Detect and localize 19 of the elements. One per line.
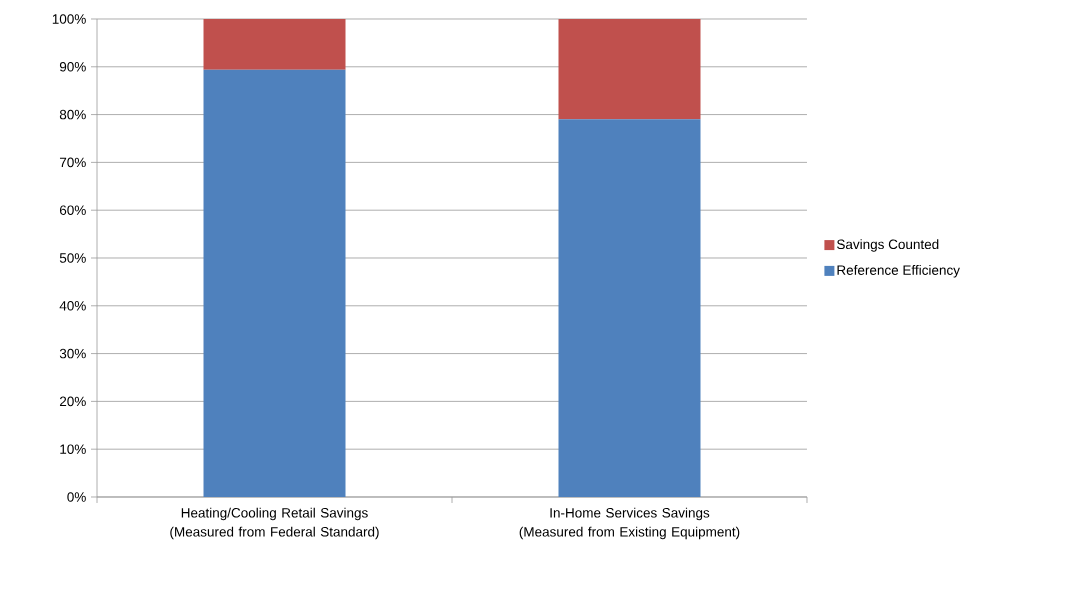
- x-tick-label: Heating/Cooling Retail Savings (Measured from Federal Standard): [170, 507, 379, 540]
- bar: [558, 18, 701, 120]
- y-tick-label: 40%: [59, 301, 86, 311]
- y-tick-label: 60%: [59, 205, 86, 215]
- bar: [558, 119, 701, 497]
- legend-label: Reference Efficiency: [837, 264, 960, 278]
- y-tick-label: 70%: [59, 157, 86, 168]
- y-tick-label: 90%: [59, 62, 86, 72]
- y-tick-label: 100%: [52, 14, 86, 24]
- y-tick-label: 10%: [60, 444, 86, 454]
- y-tick-label: 50%: [59, 253, 86, 263]
- y-tick-label: 30%: [59, 348, 86, 359]
- x-tick-label: In-Home Services Savings (Measured from Existing Equipment): [519, 507, 740, 540]
- y-tick-label: 0%: [67, 492, 86, 502]
- y-tick-label: 20%: [59, 396, 86, 407]
- legend-label: Savings Counted: [837, 239, 939, 252]
- bar: [203, 18, 346, 70]
- bar: [203, 69, 346, 497]
- y-tick-label: 80%: [59, 109, 86, 120]
